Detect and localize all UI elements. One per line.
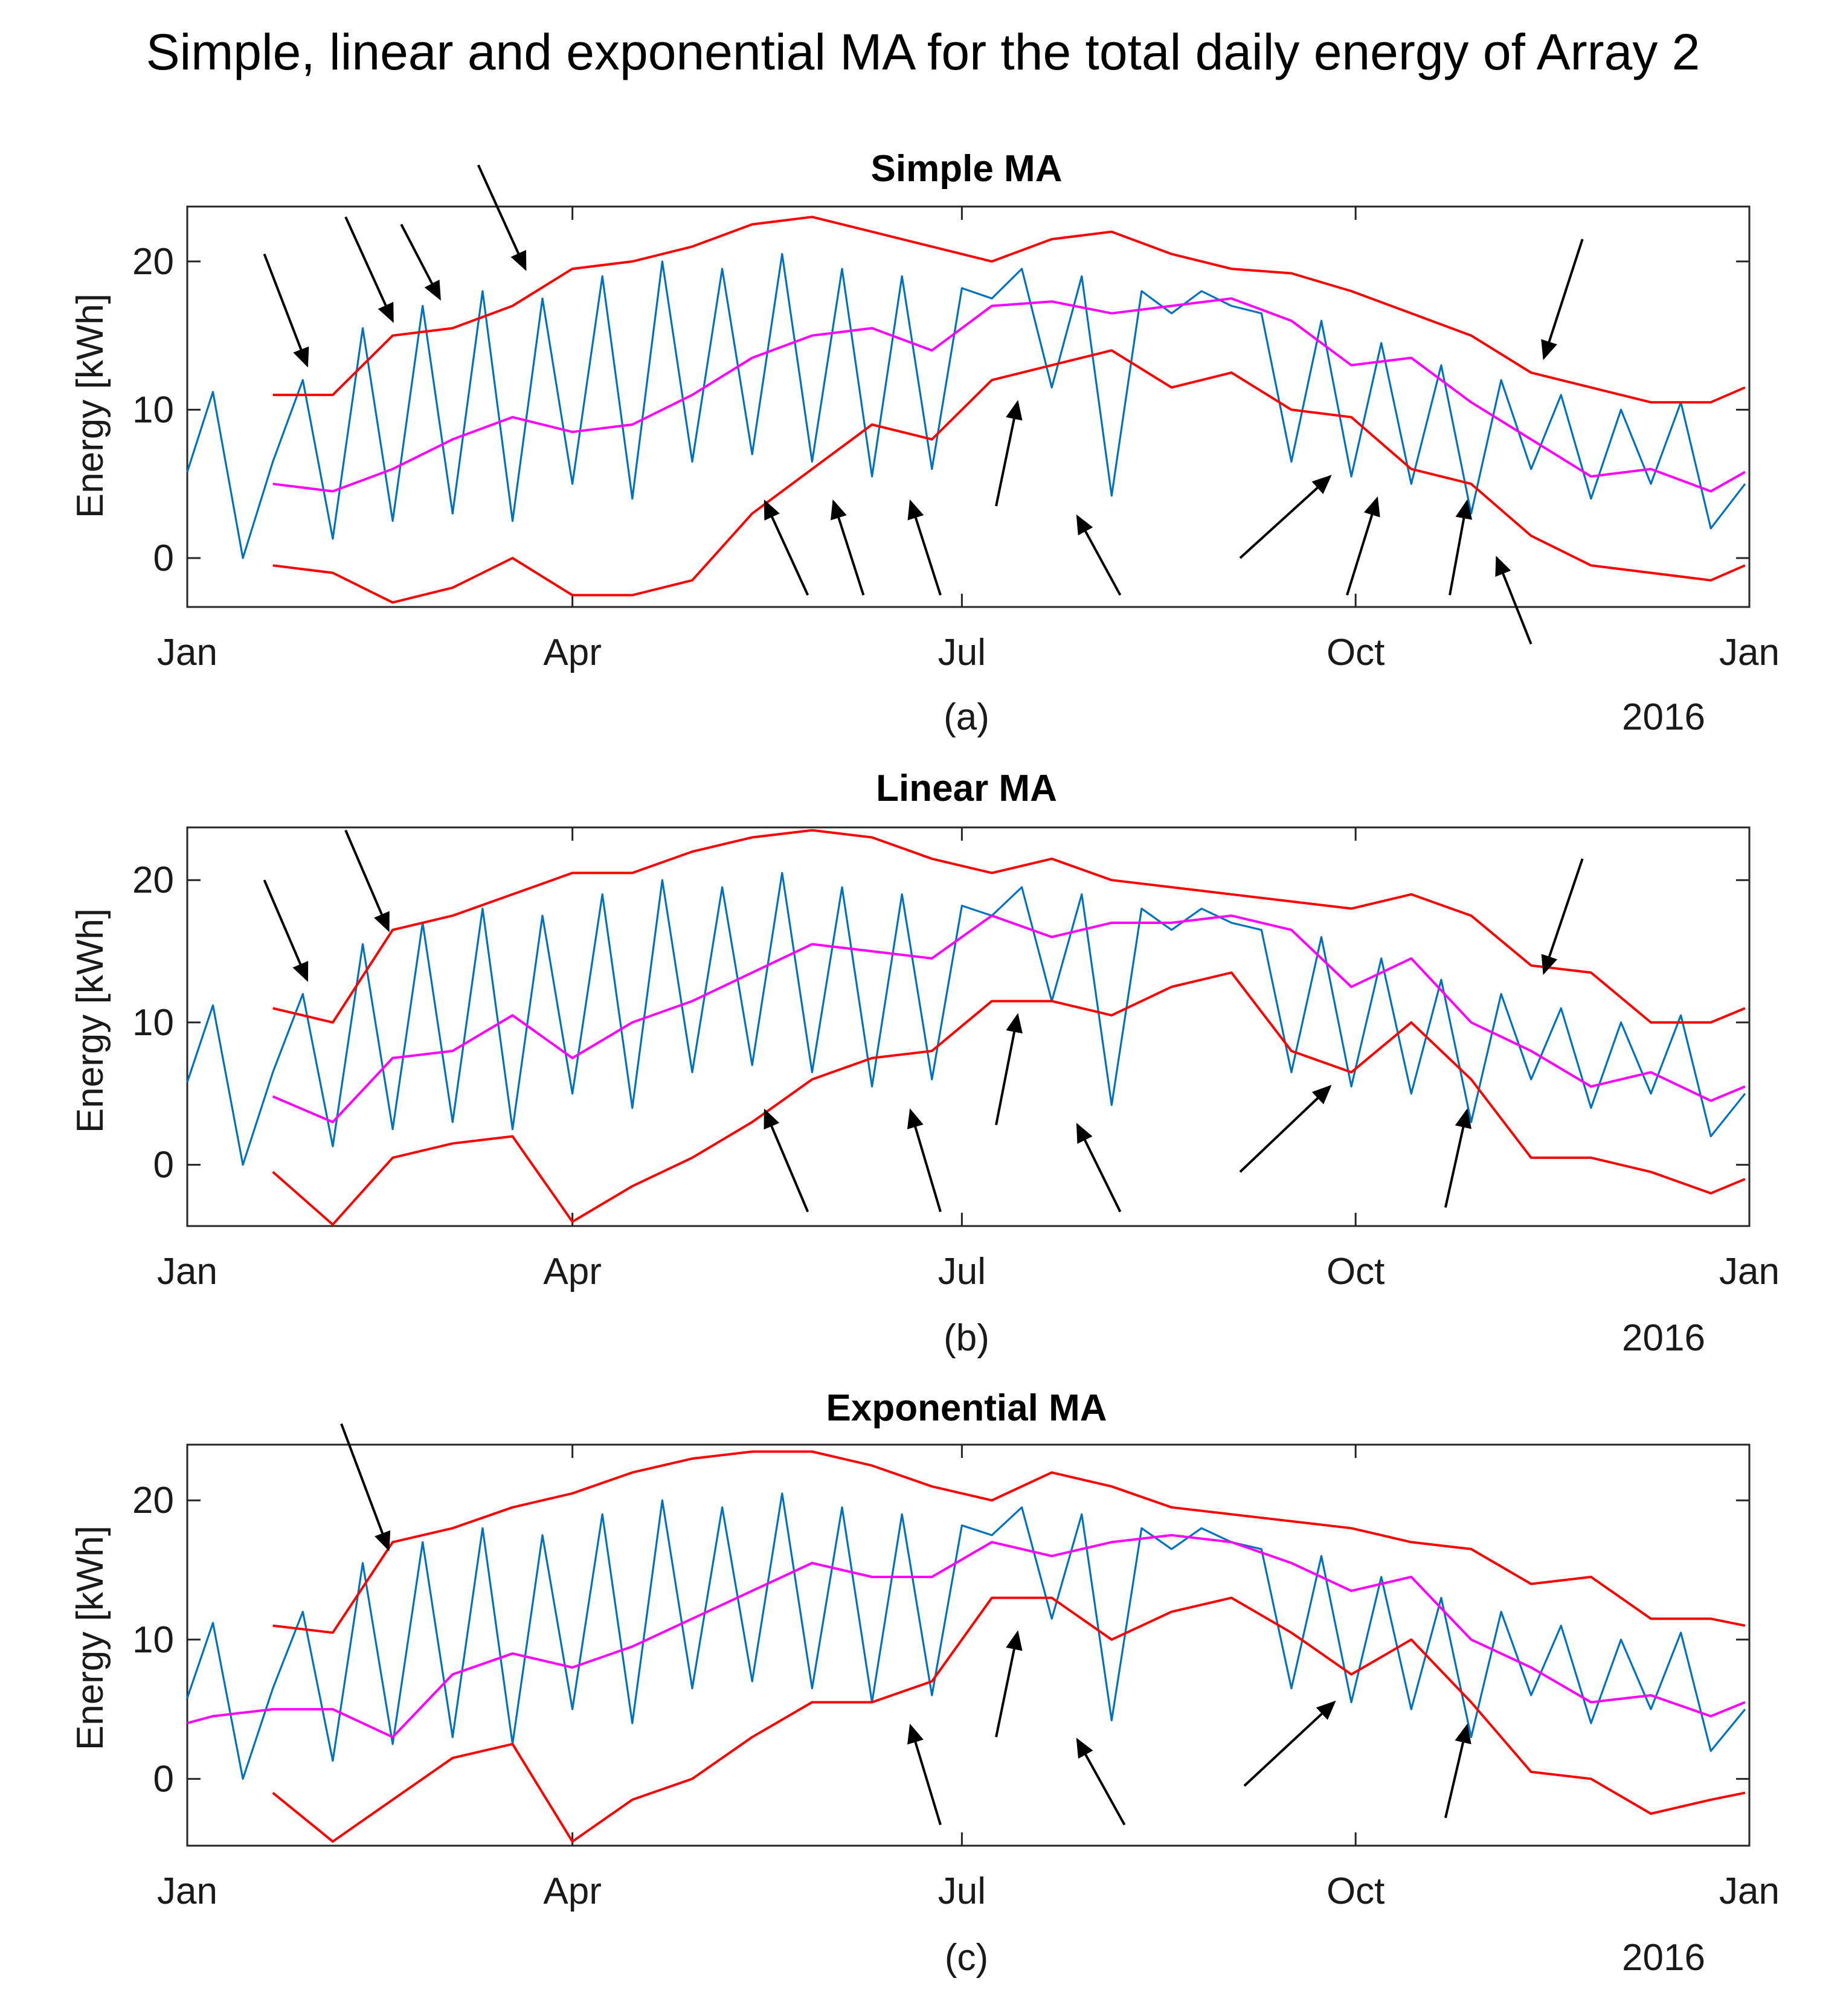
year-label: 2016 [1622, 696, 1705, 738]
panel-title: Simple MA [871, 148, 1063, 190]
plot-area [186, 205, 1751, 608]
x-tick-label: Jul [938, 1251, 986, 1292]
y-tick-label: 10 [132, 1002, 174, 1044]
year-label: 2016 [1622, 1317, 1705, 1359]
panel-caption: (b) [944, 1317, 989, 1359]
annotation-arrow [764, 499, 809, 596]
y-tick-label: 0 [153, 1144, 174, 1186]
annotation-arrow [995, 1630, 1023, 1738]
panel-simple-ma: Simple MA Energy [kWh] 0 10 20 Jan Apr Jul Oct… [69, 148, 1780, 738]
x-tick-label: Oct [1327, 632, 1384, 673]
annotation-arrow [263, 253, 309, 368]
x-tick-label: Jan [157, 1870, 217, 1912]
annotation-arrow [1076, 1123, 1122, 1213]
year-label: 2016 [1622, 1937, 1705, 1979]
panel-title: Linear MA [876, 768, 1057, 809]
annotation-arrow [340, 1423, 391, 1552]
y-tick-label: 20 [132, 241, 174, 283]
series-upper-band [272, 1450, 1746, 1634]
series-daily-energy [186, 1492, 1746, 1780]
annotation-arrow [907, 499, 942, 595]
panel-caption: (c) [945, 1937, 988, 1979]
annotation-arrow [400, 223, 441, 301]
series-lower-band [272, 349, 1746, 604]
annotation-arrow [1243, 1700, 1336, 1787]
annotation-arrow [1076, 1738, 1126, 1826]
y-tick-label: 20 [132, 859, 174, 901]
annotation-arrow [1495, 556, 1532, 645]
annotation-arrow [907, 1723, 942, 1825]
x-tick-label: Jul [938, 632, 986, 673]
series-upper-band [272, 216, 1746, 404]
x-tick-label: Jan [1719, 1251, 1780, 1292]
y-tick-label: 20 [132, 1480, 174, 1521]
annotation-arrow [995, 1013, 1023, 1126]
series-lower-band [272, 971, 1746, 1226]
y-tick-label: 0 [153, 538, 174, 579]
annotation-arrow [764, 1108, 809, 1213]
y-tick-label: 10 [132, 389, 174, 431]
series-moving-average [187, 1533, 1746, 1739]
x-tick-label: Apr [543, 1251, 601, 1292]
panel-caption: (a) [944, 696, 989, 738]
plot-area [186, 1443, 1751, 1847]
annotation-arrow [477, 164, 527, 271]
series-moving-average [272, 914, 1746, 1123]
annotation-arrow [1541, 858, 1584, 975]
y-axis-label: Energy [kWh] [69, 1526, 111, 1750]
annotation-arrow [1346, 496, 1380, 595]
x-tick-label: Jul [938, 1870, 986, 1912]
panel-title: Exponential MA [826, 1387, 1107, 1429]
annotation-arrow [907, 1108, 942, 1212]
annotation-arrow [1449, 499, 1473, 595]
series-lower-band [272, 1596, 1746, 1843]
annotation-arrow [1444, 1108, 1472, 1208]
x-tick-label: Jan [1719, 632, 1780, 673]
x-tick-label: Jan [157, 1251, 217, 1292]
y-tick-label: 10 [132, 1619, 174, 1661]
series-moving-average [272, 297, 1746, 493]
y-axis-label: Energy [kWh] [69, 294, 111, 518]
series-upper-band [272, 829, 1746, 1024]
annotation-arrow [1076, 514, 1122, 596]
annotation-arrow [1541, 239, 1584, 361]
x-tick-label: Jan [1719, 1870, 1780, 1912]
panel-exponential-ma: Exponential MA Energy [kWh] 0 10 20 Jan Apr J… [69, 1387, 1780, 1979]
series-daily-energy [186, 872, 1746, 1166]
x-tick-label: Apr [543, 1870, 601, 1912]
annotation-arrow [344, 829, 390, 933]
y-tick-label: 0 [153, 1758, 174, 1800]
annotation-arrow [831, 499, 865, 595]
annotation-arrow [995, 400, 1023, 507]
annotation-arrow [263, 879, 309, 982]
figure-title: Simple, linear and exponential MA for th… [146, 24, 1700, 80]
annotation-arrow [1444, 1723, 1471, 1819]
x-tick-label: Oct [1327, 1251, 1384, 1292]
y-axis-label: Energy [kWh] [69, 908, 111, 1133]
annotation-arrow [1239, 475, 1332, 559]
annotation-arrow [1239, 1085, 1332, 1173]
x-tick-label: Oct [1327, 1870, 1384, 1912]
x-tick-label: Apr [543, 632, 601, 673]
x-tick-label: Jan [157, 632, 217, 673]
annotation-arrow [344, 216, 394, 323]
plot-area [186, 826, 1751, 1227]
panel-linear-ma: Linear MA Energy [kWh] 0 10 20 Jan Apr Jul Oct… [69, 768, 1780, 1359]
